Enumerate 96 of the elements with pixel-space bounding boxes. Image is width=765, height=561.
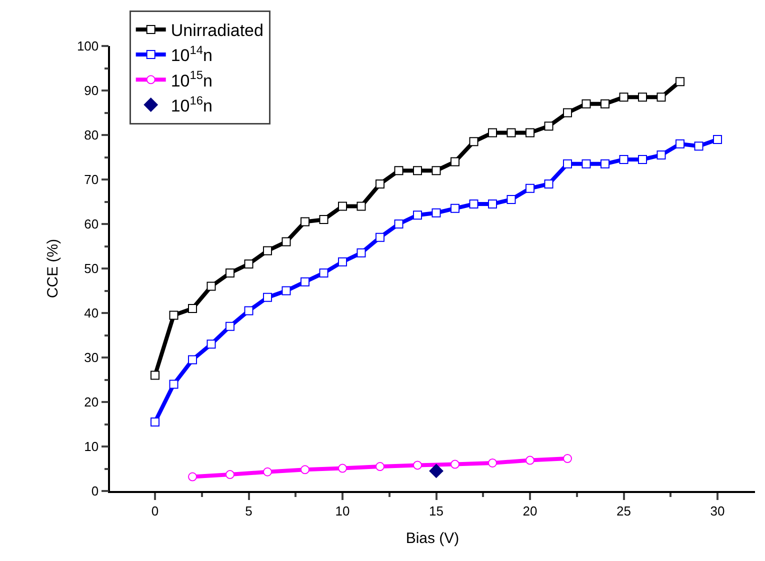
point [694,142,704,151]
point [450,157,460,166]
legend-label: 10$^{16}$n [170,93,212,116]
point [300,277,310,286]
y-tick-label: 50 [84,261,99,276]
point [656,92,666,102]
point [600,159,610,168]
point [188,304,197,314]
point [619,92,628,102]
point [526,456,534,465]
point [506,128,516,138]
point [356,248,366,258]
y-tick-label: 60 [84,216,99,232]
point [319,215,328,224]
point [450,460,460,469]
point [432,208,441,218]
point [506,195,516,204]
point [469,199,478,208]
point [376,232,384,242]
point [429,464,444,478]
point [150,418,160,427]
point [244,260,254,269]
y-tick-label: 0 [91,484,99,499]
point [300,217,310,226]
legend-label: 10$^{15}$n [170,68,212,90]
point [600,99,610,108]
point [282,237,291,246]
point [488,458,497,468]
y-tick-label: 30 [84,350,99,366]
point [488,128,497,138]
point [656,150,666,160]
point [563,159,572,168]
point [526,128,534,138]
y-tick-label: 70 [84,172,99,188]
legend-label: 10$^{14}$n [170,43,212,66]
point [263,246,272,256]
point [488,199,497,208]
point [338,202,347,211]
point [563,454,572,464]
x-tick-label: 25 [616,503,631,518]
point [394,166,404,176]
x-tick-label: 10 [335,503,350,518]
point [676,77,684,86]
y-tick-label: 40 [84,306,99,321]
point [206,340,216,349]
point [263,467,272,476]
point [226,470,234,480]
point [169,380,178,389]
point [544,179,554,188]
y-tick-label: 80 [84,128,99,143]
point [376,462,384,472]
x-tick-label: 15 [429,503,444,518]
point [300,465,310,474]
point [206,282,216,291]
point [676,139,684,148]
point [376,179,384,188]
y-tick-label: 10 [84,439,99,454]
y-axis-title: CCE (%) [44,238,62,298]
point [188,472,197,482]
point [526,184,534,193]
x-tick-label: 5 [245,503,252,518]
point [394,220,404,228]
y-tick-label: 20 [84,394,99,410]
point [432,166,441,176]
point [282,286,291,296]
point [713,134,722,144]
point [338,257,347,266]
point [169,310,178,320]
x-tick-label: 0 [151,503,159,518]
x-tick-label: 20 [522,503,538,518]
point [638,92,647,102]
point [263,292,272,302]
point [469,137,478,146]
point [188,355,197,364]
point [638,154,647,164]
legend-label: Unirradiated [170,21,264,40]
point [413,460,422,470]
x-tick-label: 30 [710,503,725,518]
y-tick-label: 100 [76,38,99,54]
x-axis-title: Bias (V) [406,530,460,547]
point [619,154,628,164]
point [150,370,160,380]
point [413,210,422,220]
point [582,159,591,168]
point [356,202,366,211]
point [450,204,460,213]
point [413,166,422,176]
point [226,322,234,331]
point [226,268,234,278]
point [544,122,554,131]
point [582,99,591,108]
point [338,464,347,473]
point [244,306,254,316]
point [319,268,328,278]
y-tick-label: 90 [84,83,99,98]
point [563,108,572,118]
